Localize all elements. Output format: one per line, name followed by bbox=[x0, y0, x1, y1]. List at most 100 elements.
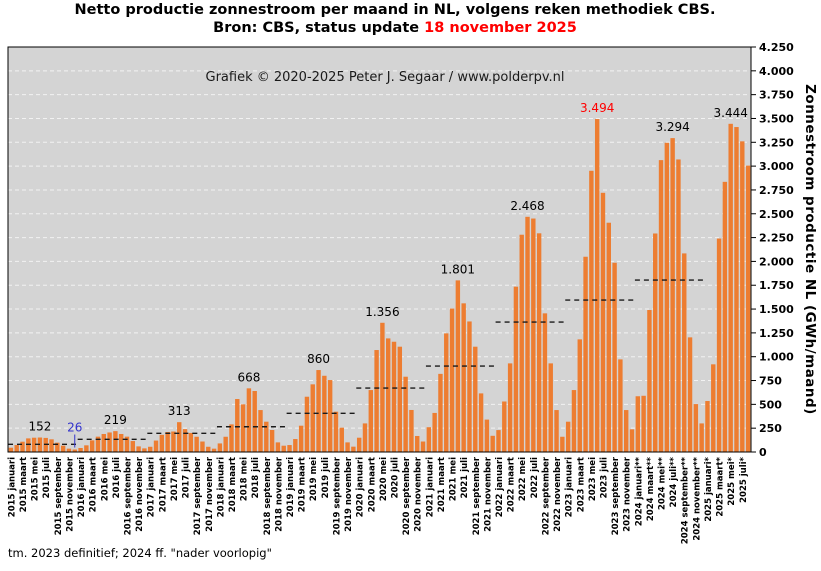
bar-2022-8 bbox=[536, 233, 542, 452]
bar-2022-4 bbox=[513, 286, 519, 452]
bar-2016-5 bbox=[101, 433, 106, 452]
x-tick-label-2023-11: 2023 november bbox=[623, 456, 633, 532]
bar-2017-6 bbox=[177, 422, 182, 452]
y-tick-label: 750 bbox=[759, 375, 782, 388]
bar-2023-8 bbox=[606, 222, 611, 452]
bar-2020-4 bbox=[374, 350, 379, 452]
bar-2017-7 bbox=[182, 429, 188, 452]
x-tick-label-2015-11: 2015 november bbox=[65, 456, 75, 532]
bar-2024-5 bbox=[658, 160, 664, 452]
bar-2021-11 bbox=[484, 419, 490, 452]
bar-2017-11 bbox=[206, 446, 211, 452]
bar-2015-3 bbox=[20, 441, 25, 452]
x-tick-label-2015-9: 2015 september bbox=[54, 456, 64, 535]
bar-2023-10 bbox=[618, 359, 623, 452]
x-tick-label-2016-5: 2016 mei bbox=[100, 457, 110, 501]
bar-2017-4 bbox=[165, 431, 170, 452]
x-tick-label-2016-1: 2016 januari bbox=[77, 457, 87, 517]
x-tick-label-2017-1: 2017 januari bbox=[147, 457, 157, 517]
annotation-2015: 26 bbox=[67, 421, 82, 435]
bar-2025-2 bbox=[711, 364, 716, 452]
x-tick-label-2020-11: 2020 november bbox=[414, 456, 424, 532]
bar-2024-7 bbox=[670, 138, 675, 452]
x-tick-label-2018-9: 2018 september bbox=[263, 456, 273, 535]
bar-2015-5 bbox=[31, 437, 37, 452]
x-tick-label-2017-3: 2017 maart bbox=[158, 457, 168, 512]
x-tick-label-2019-9: 2019 september bbox=[332, 456, 342, 535]
bar-2019-3 bbox=[298, 425, 304, 452]
x-tick-label-2017-5: 2017 mei bbox=[170, 457, 180, 501]
bar-2016-4 bbox=[95, 436, 101, 452]
bar-2020-6 bbox=[386, 338, 391, 452]
bar-2015-10 bbox=[60, 445, 66, 452]
x-tick-label-2016-11: 2016 november bbox=[135, 456, 145, 532]
bar-2019-12 bbox=[351, 446, 356, 452]
x-tick-label-2018-11: 2018 november bbox=[274, 456, 284, 532]
bar-2024-2 bbox=[641, 395, 646, 452]
bar-2024-10 bbox=[687, 337, 693, 452]
bar-2021-8 bbox=[467, 321, 472, 452]
bar-2024-11 bbox=[693, 404, 699, 452]
x-tick-label-2021-7: 2021 juli bbox=[460, 457, 470, 498]
bar-2018-8 bbox=[258, 410, 263, 452]
annotation-2015: 152 bbox=[28, 420, 51, 434]
y-tick-label: 4.000 bbox=[759, 65, 794, 78]
y-tick-label: 1.750 bbox=[759, 279, 794, 292]
bar-2021-5 bbox=[449, 308, 455, 452]
bar-2022-3 bbox=[507, 363, 513, 452]
bar-2018-3 bbox=[229, 424, 234, 452]
x-tick-label-2018-1: 2018 januari bbox=[216, 457, 226, 517]
x-tick-label-2018-3: 2018 maart bbox=[228, 457, 238, 512]
bar-2016-7 bbox=[113, 431, 118, 452]
bar-2022-12 bbox=[560, 436, 565, 452]
bar-2020-10 bbox=[409, 409, 414, 452]
x-tick-label-2023-9: 2023 september bbox=[611, 456, 621, 535]
bar-2017-2 bbox=[153, 440, 159, 452]
bar-2015-4 bbox=[26, 438, 31, 452]
annotation-2023: 3.494 bbox=[580, 101, 614, 115]
bar-2024-1 bbox=[635, 396, 641, 452]
bar-2022-5 bbox=[519, 234, 524, 452]
bar-2022-7 bbox=[531, 218, 536, 452]
x-tick-label-2015-5: 2015 mei bbox=[31, 457, 41, 501]
bar-2019-2 bbox=[293, 439, 298, 452]
bar-2019-5 bbox=[310, 384, 315, 452]
chart-subtitle: Bron: CBS, status update 18 november 202… bbox=[0, 20, 790, 36]
bar-2025-3 bbox=[716, 238, 722, 452]
bar-2024-9 bbox=[682, 253, 687, 452]
bar-2023-7 bbox=[600, 192, 606, 453]
y-tick-label: 1.500 bbox=[759, 303, 794, 316]
x-tick-label-2021-1: 2021 januari bbox=[425, 457, 435, 517]
bar-2020-5 bbox=[380, 322, 385, 452]
x-tick-label-2025-1: 2025 januari* bbox=[704, 456, 714, 521]
x-tick-label-2019-11: 2019 november bbox=[344, 456, 354, 532]
bar-2023-1 bbox=[565, 421, 571, 452]
bar-2023-5 bbox=[589, 170, 594, 453]
x-tick-label-2024-7: 2024 juli** bbox=[669, 456, 679, 507]
bar-2016-9 bbox=[124, 436, 130, 452]
x-tick-label-2015-7: 2015 juli bbox=[42, 457, 52, 498]
bar-2022-9 bbox=[542, 313, 548, 452]
bar-2025-8 bbox=[745, 165, 751, 452]
bar-2017-10 bbox=[200, 441, 205, 452]
bar-2016-6 bbox=[107, 432, 112, 452]
bar-2016-11 bbox=[136, 446, 141, 452]
x-tick-label-2025-3: 2025 maart* bbox=[716, 456, 726, 516]
status-update-date: 18 november 2025 bbox=[424, 20, 577, 36]
bar-2019-10 bbox=[339, 427, 344, 452]
y-tick-label: 2.500 bbox=[759, 208, 794, 221]
x-tick-label-2020-7: 2020 juli bbox=[391, 457, 401, 498]
bar-2018-12 bbox=[281, 445, 286, 452]
x-tick-label-2017-9: 2017 september bbox=[193, 456, 203, 535]
annotation-2016: 219 bbox=[104, 413, 127, 427]
x-tick-label-2019-5: 2019 mei bbox=[309, 457, 319, 501]
x-tick-label-2019-7: 2019 juli bbox=[321, 457, 331, 498]
bar-2020-2 bbox=[362, 423, 368, 452]
y-tick-label: 500 bbox=[759, 398, 782, 411]
x-tick-label-2021-5: 2021 mei bbox=[449, 457, 459, 501]
x-tick-label-2020-5: 2020 mei bbox=[379, 457, 389, 501]
bar-2020-11 bbox=[415, 435, 420, 452]
y-tick-label: 0 bbox=[759, 446, 767, 459]
bar-2024-4 bbox=[653, 233, 658, 452]
